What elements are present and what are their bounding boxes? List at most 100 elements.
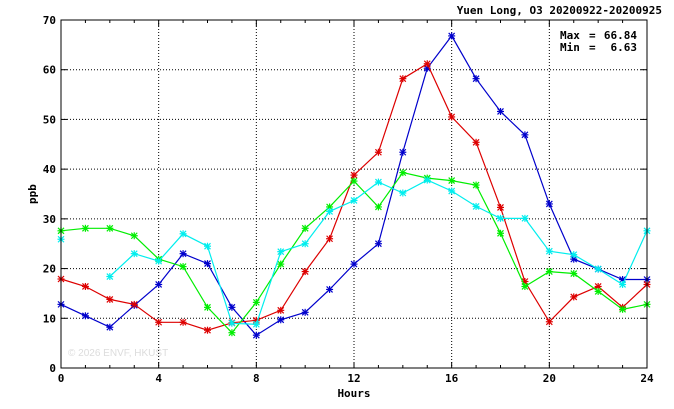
data-point [81,312,89,320]
axis-ticks: 0 4 8 12 16 20 24 0 10 20 30 40 50 60 70 [43,14,654,385]
data-point [545,318,553,326]
data-point [448,177,456,185]
data-point [374,203,382,211]
data-point [179,318,187,326]
data-point [545,200,553,208]
max-label: Max [560,29,580,42]
data-point [228,303,236,311]
data-point [570,293,578,301]
min-label: Min [560,41,580,54]
data-point [448,113,456,121]
data-point [521,282,529,290]
data-point [155,318,163,326]
y-tick-label: 20 [43,263,56,276]
max-value: 66.84 [604,29,637,42]
data-point [130,232,138,240]
data-point [130,300,138,308]
data-point [81,282,89,290]
min-eq: = [589,41,596,54]
y-tick-label: 40 [43,163,56,176]
data-point [204,260,211,268]
watermark: © 2026 ENVF, HKUST [68,348,168,359]
x-tick-label: 20 [543,372,556,385]
data-point [399,169,407,177]
data-point [545,247,553,255]
data-point [326,207,334,215]
stats-box: Max = 66.84 Min = 6.63 [560,29,637,54]
x-tick-label: 0 [58,372,65,385]
data-point [399,189,407,197]
data-point [228,329,236,337]
data-point [497,203,504,211]
data-point [472,202,480,210]
data-point [228,319,236,327]
min-value: 6.63 [611,41,638,54]
data-point [399,148,407,156]
data-point [301,268,309,276]
data-point [521,214,529,222]
x-tick-label: 16 [445,372,459,385]
data-point [106,323,114,331]
data-point [594,282,602,290]
data-point [179,250,187,258]
y-tick-label: 0 [49,362,56,375]
data-point [326,285,334,293]
data-point [326,235,334,243]
data-point [106,273,114,281]
data-point [277,260,285,268]
data-point [350,177,358,185]
data-point [570,270,578,278]
series-1 [57,32,651,339]
data-point [106,295,114,303]
data-point [277,306,285,314]
data-point [350,260,358,268]
data-point [374,148,382,156]
y-tick-label: 70 [43,14,56,27]
data-point [448,32,456,40]
y-tick-label: 30 [43,213,56,226]
x-tick-label: 8 [253,372,260,385]
data-point [301,224,309,232]
series-layer [57,32,651,339]
y-tick-label: 10 [43,312,56,325]
y-tick-label: 60 [43,64,56,77]
series-line [109,179,648,325]
data-point [130,250,138,258]
data-point [155,257,163,265]
data-point [252,298,260,306]
data-point [374,240,382,248]
data-point [179,230,187,238]
data-point [619,305,627,313]
data-point [423,176,431,184]
data-point [204,242,211,250]
chart-title: Yuen Long, O3 20200922-20200925 [457,4,662,17]
x-axis-label: Hours [337,387,370,400]
data-point [448,187,456,195]
y-tick-label: 50 [43,113,56,126]
data-point [204,303,211,311]
data-point [497,229,504,237]
data-point [594,265,602,273]
data-point [399,75,407,83]
data-point [423,60,431,68]
data-point [472,138,480,146]
data-point [204,326,211,334]
data-point [301,308,309,316]
data-point [545,268,553,276]
data-point [350,196,358,204]
data-point [521,131,529,139]
data-point [374,178,382,186]
data-point [350,171,358,179]
data-point [619,280,627,288]
x-tick-label: 24 [640,372,654,385]
data-point [570,251,578,259]
series-2 [57,60,651,334]
data-point [81,224,89,232]
data-point [277,248,285,256]
data-point [301,240,309,248]
data-point [497,107,504,115]
data-point [252,320,260,328]
max-eq: = [589,29,596,42]
series-4 [57,176,651,328]
